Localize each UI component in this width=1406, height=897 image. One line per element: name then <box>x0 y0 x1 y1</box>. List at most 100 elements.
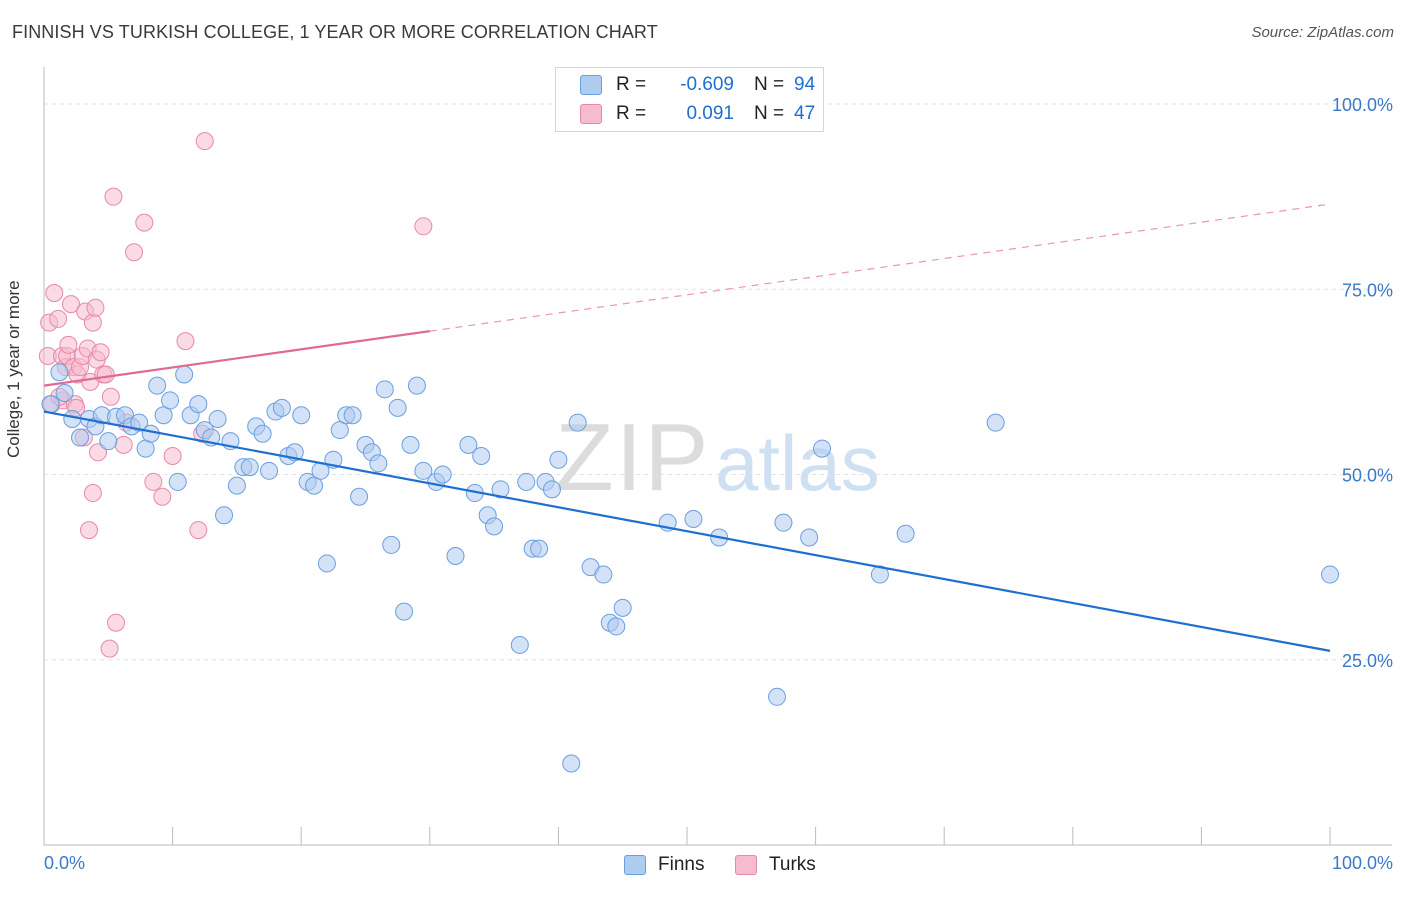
finn-point-64 <box>485 517 504 536</box>
turks-swatch <box>580 104 602 124</box>
finn-trend-line <box>43 410 1331 652</box>
finn-point-62 <box>472 447 491 465</box>
finn-point-15 <box>148 376 167 395</box>
finn-point-45 <box>343 406 362 425</box>
finn-point-29 <box>240 458 259 477</box>
turk-point-36 <box>153 487 172 506</box>
turk-trend-line <box>43 330 430 387</box>
turk-trend-line-extension <box>429 203 1331 332</box>
finn-point-74 <box>568 413 587 432</box>
turk-point-29 <box>107 613 126 632</box>
finn-point-76 <box>594 565 613 584</box>
finn-point-39 <box>305 476 324 495</box>
series-legend-turks[interactable]: Turks <box>735 852 816 878</box>
finn-point-65 <box>491 480 510 499</box>
finn-point-78 <box>607 617 626 636</box>
finn-point-90 <box>1321 565 1339 584</box>
turk-point-45 <box>414 217 433 236</box>
turk-point-24 <box>91 343 110 362</box>
turk-point-42 <box>83 484 102 503</box>
finn-point-24 <box>208 409 227 428</box>
turk-point-37 <box>163 447 182 465</box>
finn-point-71 <box>542 480 561 499</box>
finn-point-67 <box>517 472 536 491</box>
legend-row-turks: R = 0.091 N = 47 <box>580 101 815 127</box>
turk-point-39 <box>189 521 208 540</box>
turk-point-40 <box>195 132 214 151</box>
turk-point-31 <box>114 435 133 454</box>
finns-legend-swatch <box>624 855 646 875</box>
finns-swatch <box>580 75 602 95</box>
finn-point-27 <box>227 476 246 495</box>
y-tick-label-0: 25.0% <box>1342 651 1393 671</box>
finn-point-49 <box>369 454 388 473</box>
finn-point-88 <box>896 524 915 543</box>
finn-point-50 <box>375 380 394 399</box>
finns-n-label: N = <box>754 74 785 95</box>
finn-point-58 <box>433 465 452 484</box>
finn-point-55 <box>407 376 426 395</box>
finn-point-41 <box>317 554 336 573</box>
finn-point-89 <box>986 413 1005 432</box>
turk-point-33 <box>125 243 144 262</box>
y-tick-label-3: 100.0% <box>1332 95 1393 115</box>
turk-point-30 <box>100 639 119 658</box>
finn-point-83 <box>768 687 787 706</box>
turk-point-35 <box>144 472 163 491</box>
turk-point-20 <box>83 313 102 332</box>
finn-point-4 <box>71 428 90 447</box>
turk-point-34 <box>135 213 154 232</box>
chart-title: FINNISH VS TURKISH COLLEGE, 1 YEAR OR MO… <box>12 22 658 42</box>
axes <box>43 67 1392 846</box>
finn-point-59 <box>446 547 465 566</box>
finn-point-2 <box>55 384 74 403</box>
gridlines <box>44 103 1392 661</box>
x-tick-label-1: 100.0% <box>1332 853 1393 873</box>
watermark-atlas: atlas <box>715 419 880 507</box>
finn-point-19 <box>175 365 194 384</box>
turk-point-28 <box>104 187 123 206</box>
finn-point-51 <box>382 535 401 554</box>
finn-point-79 <box>613 598 632 617</box>
finn-point-73 <box>562 754 581 773</box>
finn-point-14 <box>141 424 160 443</box>
y-tick-label-1: 50.0% <box>1342 466 1393 486</box>
turks-legend-swatch <box>735 855 757 875</box>
finn-point-85 <box>800 528 819 547</box>
finn-point-0 <box>41 395 60 414</box>
source-credit: Source: ZipAtlas.com <box>1251 24 1394 41</box>
turks-n-value: 47 <box>794 103 816 124</box>
finn-point-25 <box>215 506 234 525</box>
y-tick-label-2: 75.0% <box>1342 280 1393 300</box>
finn-point-46 <box>350 487 369 506</box>
finn-point-60 <box>459 435 478 454</box>
turks-n-label: N = <box>754 103 785 124</box>
turk-point-3 <box>45 283 64 302</box>
series-legend-finns[interactable]: Finns <box>624 852 704 878</box>
finns-legend-label: Finns <box>658 854 705 875</box>
turk-point-38 <box>176 332 195 351</box>
finn-point-18 <box>168 472 187 491</box>
turks-legend-label: Turks <box>769 854 816 875</box>
finn-point-56 <box>414 461 433 480</box>
finn-point-21 <box>189 395 208 414</box>
finn-point-16 <box>154 406 173 425</box>
finn-point-31 <box>253 424 272 443</box>
legend-row-finns: R = -0.609 N = 94 <box>580 72 815 98</box>
turk-point-26 <box>96 365 115 384</box>
correlation-legend: R = -0.609 N = 94 R = 0.091 N = 47 <box>555 67 824 132</box>
turks-r-label: R = <box>616 103 647 124</box>
turk-point-21 <box>86 298 105 317</box>
finn-point-52 <box>388 398 407 417</box>
turk-point-10 <box>62 295 81 314</box>
x-tick-label-0: 0.0% <box>44 853 85 873</box>
finns-n-value: 94 <box>794 74 816 95</box>
finn-point-43 <box>330 421 349 440</box>
finn-point-1 <box>50 363 69 382</box>
finns-r-label: R = <box>616 74 647 95</box>
finn-point-17 <box>161 391 180 410</box>
finn-point-12 <box>130 413 149 432</box>
finn-point-69 <box>530 539 549 558</box>
turks-points <box>38 132 433 658</box>
turk-point-9 <box>59 335 78 354</box>
